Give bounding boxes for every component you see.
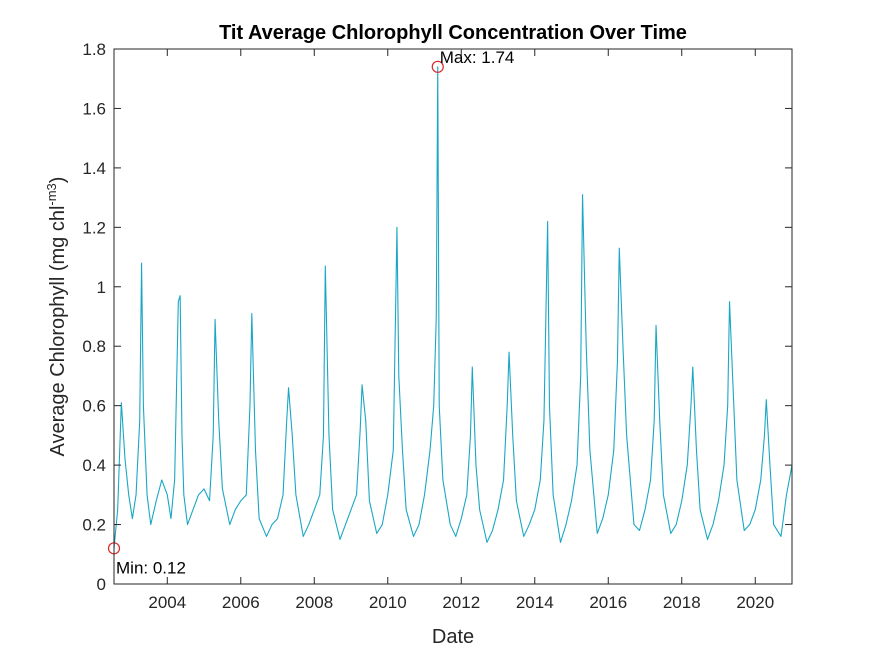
min-annotation: Min: 0.12: [116, 558, 186, 577]
x-tick-label: 2008: [295, 593, 333, 612]
y-axis-label-main: Average Chlorophyll (mg chl: [47, 206, 69, 457]
y-tick-label: 1.2: [82, 218, 106, 237]
y-axis-label-close: ): [47, 177, 69, 184]
y-tick-label: 0.4: [82, 456, 106, 475]
x-tick-label: 2014: [516, 593, 554, 612]
max-annotation: Max: 1.74: [440, 48, 515, 67]
y-tick-label: 0.6: [82, 397, 106, 416]
y-tick-label: 1: [97, 278, 106, 297]
marker-layer: Max: 1.74 Min: 0.12: [107, 48, 515, 577]
plot-frame: [113, 48, 793, 585]
y-tick-label: 0: [97, 575, 106, 594]
series-line-0: [113, 66, 793, 549]
x-tick-label: 2004: [148, 593, 186, 612]
x-tick-label: 2012: [442, 593, 480, 612]
y-axis-label-superscript: -m3: [44, 183, 59, 205]
ticks-layer: 2004 2006 2008 2010 2012 2014 2016 2018 2020 0 0.2…: [82, 40, 792, 612]
x-tick-label: 2006: [222, 593, 260, 612]
y-tick-label: 1.6: [82, 99, 106, 118]
x-axis-label: Date: [432, 626, 474, 648]
x-tick-label: 2018: [663, 593, 701, 612]
chart-title: Tit Average Chlorophyll Concentration Ov…: [219, 22, 687, 44]
x-tick-label: 2016: [589, 593, 627, 612]
series-layer: [113, 66, 793, 549]
plot-area: [114, 49, 792, 584]
x-tick-label: 2020: [736, 593, 774, 612]
y-tick-label: 0.2: [82, 516, 106, 535]
max-marker: [431, 60, 444, 73]
x-tick-label: 2010: [369, 593, 407, 612]
y-tick-label: 0.8: [82, 337, 106, 356]
y-axis-label: Average Chlorophyll (mg chl-m3): [44, 177, 69, 457]
y-tick-label: 1.4: [82, 159, 106, 178]
y-tick-label: 1.8: [82, 40, 106, 59]
